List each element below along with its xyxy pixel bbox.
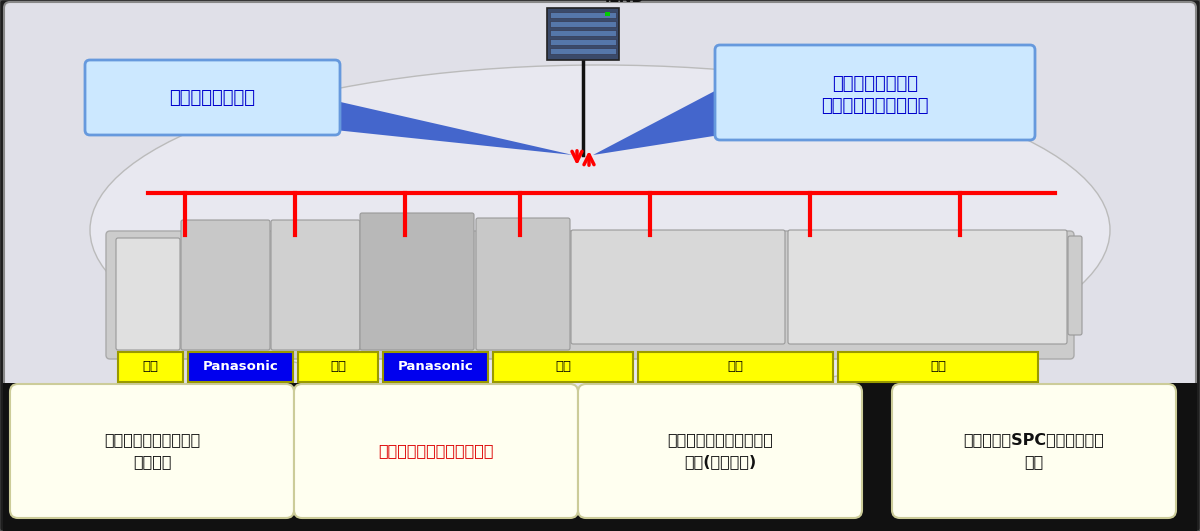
Text: 生産管理情報収集: 生産管理情報収集 [832, 75, 918, 93]
Text: 生産計画にもと基づく
生産実行: 生産計画にもと基づく 生産実行 [104, 432, 200, 469]
FancyBboxPatch shape [578, 384, 862, 518]
Bar [550, 39, 616, 45]
Bar [118, 352, 182, 382]
Ellipse shape [90, 65, 1110, 395]
FancyBboxPatch shape [106, 231, 1074, 359]
Text: 他社: 他社 [727, 361, 744, 373]
FancyBboxPatch shape [116, 238, 180, 350]
Polygon shape [593, 88, 720, 155]
FancyBboxPatch shape [476, 218, 570, 350]
FancyBboxPatch shape [571, 230, 785, 344]
Text: 他社: 他社 [330, 361, 346, 373]
FancyBboxPatch shape [892, 384, 1176, 518]
Polygon shape [335, 101, 574, 155]
Text: 他社: 他社 [930, 361, 946, 373]
FancyBboxPatch shape [715, 45, 1034, 140]
Text: 他社: 他社 [143, 361, 158, 373]
Text: 他社: 他社 [554, 361, 571, 373]
FancyBboxPatch shape [181, 220, 270, 350]
Text: Panasonic: Panasonic [203, 361, 278, 373]
Text: 全実装点トレースデータ
出力(他社含む): 全実装点トレースデータ 出力(他社含む) [667, 432, 773, 469]
Bar [383, 352, 488, 382]
FancyBboxPatch shape [547, 8, 619, 60]
FancyBboxPatch shape [788, 230, 1067, 344]
FancyBboxPatch shape [10, 384, 294, 518]
FancyBboxPatch shape [85, 60, 340, 135]
FancyBboxPatch shape [1068, 236, 1082, 335]
Bar [550, 21, 616, 27]
Bar [298, 352, 378, 382]
Text: Panasonic: Panasonic [397, 361, 473, 373]
Bar [2, 383, 1198, 531]
Bar [550, 30, 616, 36]
Text: 自動機種切り替えコマンド: 自動機種切り替えコマンド [378, 443, 493, 458]
Bar [638, 352, 833, 382]
FancyBboxPatch shape [294, 384, 578, 518]
Bar [605, 12, 610, 16]
Bar [550, 12, 616, 18]
FancyBboxPatch shape [271, 220, 360, 350]
Text: iLNB: iLNB [605, 0, 644, 5]
Text: トレーサビリティ管理: トレーサビリティ管理 [821, 98, 929, 116]
Bar [493, 352, 634, 382]
Text: イベント・SPC・品質データ
出力: イベント・SPC・品質データ 出力 [964, 432, 1104, 469]
Bar [550, 48, 616, 54]
Bar [838, 352, 1038, 382]
FancyBboxPatch shape [360, 213, 474, 350]
Text: 自動機種切り替え: 自動機種切り替え [169, 89, 256, 107]
Bar [188, 352, 293, 382]
FancyBboxPatch shape [4, 2, 1196, 389]
